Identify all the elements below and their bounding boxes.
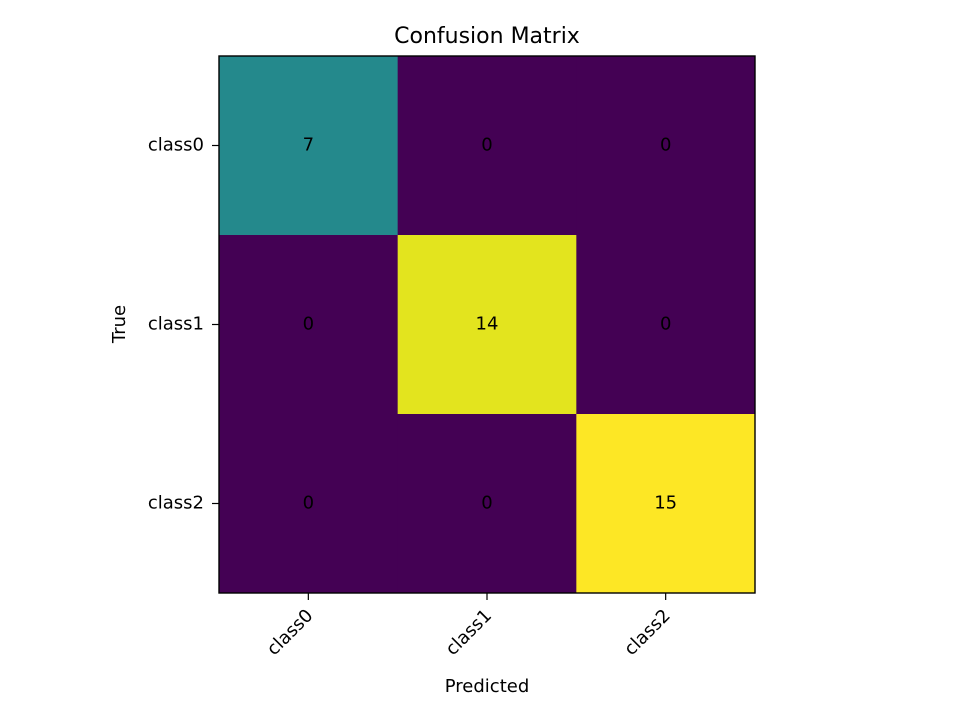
heatmap-cell-r0-c2: [576, 56, 756, 236]
cell-value-label-r2-c1: 0: [481, 493, 492, 514]
heatmap-cell-r2-c1: [397, 414, 577, 594]
cell-value-label-r1-c0: 0: [303, 314, 314, 335]
x-axis-label: Predicted: [445, 676, 530, 697]
y-tick-label-0: class0: [148, 135, 204, 156]
cell-value-label-r2-c2: 15: [654, 493, 677, 514]
y-tick-label-1: class1: [148, 314, 204, 335]
cell-value-label-r0-c2: 0: [660, 135, 671, 156]
heatmap-cell-r2-c2: [576, 414, 756, 594]
chart-title: Confusion Matrix: [394, 24, 580, 49]
x-tick-label-0: class0: [263, 605, 318, 660]
cell-value-label-r2-c0: 0: [303, 493, 314, 514]
heatmap-cell-r0-c0: [219, 56, 399, 236]
heatmap-cell-r1-c2: [576, 235, 756, 415]
y-axis-label: True: [109, 305, 130, 344]
cell-value-label-r1-c1: 14: [476, 314, 499, 335]
heatmap-cells: [219, 56, 756, 594]
x-axis-ticks: class0 class1 class2: [263, 593, 675, 660]
cell-value-label-r1-c2: 0: [660, 314, 671, 335]
heatmap-cell-r1-c1: [397, 235, 577, 415]
heatmap-cell-r2-c0: [219, 414, 399, 594]
y-axis-ticks: class0 class1 class2: [148, 135, 219, 514]
cell-value-labels: 7 0 0 0 14 0 0 0 15: [303, 135, 678, 514]
heatmap-cell-r1-c0: [219, 235, 399, 415]
y-tick-label-2: class2: [148, 493, 204, 514]
heatmap-cell-r0-c1: [397, 56, 577, 236]
cell-value-label-r0-c1: 0: [481, 135, 492, 156]
x-tick-label-2: class2: [620, 605, 675, 660]
x-tick-label-1: class1: [442, 605, 497, 660]
cell-value-label-r0-c0: 7: [303, 135, 314, 156]
